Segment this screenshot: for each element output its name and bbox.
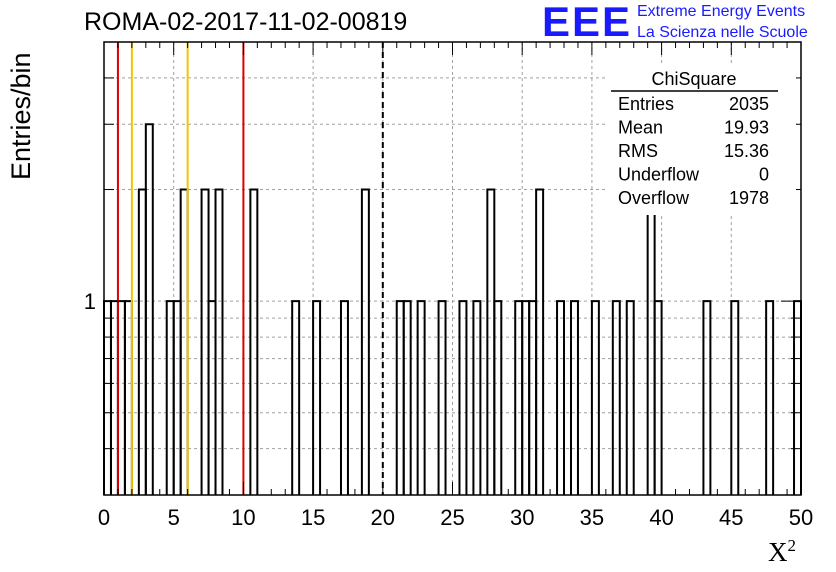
x-tick-label: 25 [440, 505, 464, 530]
histogram-bin [402, 300, 412, 495]
histogram-bin [702, 300, 712, 495]
stats-row-value: 1978 [729, 188, 769, 208]
grid-lines [104, 42, 801, 495]
logo-subtitle-line1: Extreme Energy Events [637, 3, 806, 20]
histogram-bars [103, 123, 802, 495]
histogram-bin [472, 300, 482, 495]
histogram-bin [514, 300, 524, 495]
stats-row-label: Entries [618, 94, 674, 114]
histogram-bin [437, 300, 447, 495]
x-tick-label: 30 [510, 505, 534, 530]
histogram-bin [165, 300, 175, 495]
histogram-bin [214, 188, 224, 495]
eee-logo: EEE [542, 0, 633, 45]
histogram-bin [207, 300, 217, 495]
stats-box-title: ChiSquare [651, 69, 736, 89]
histogram-bin [291, 300, 301, 495]
histogram-bin [109, 300, 119, 495]
stats-row-value: 15.36 [724, 141, 769, 161]
x-axis-label-superscript: 2 [787, 536, 797, 555]
x-tick-label: 20 [371, 505, 395, 530]
histogram-bin [625, 300, 635, 495]
logo-subtitle-line2: La Scienza nelle Scuole [637, 24, 808, 41]
stats-row-value: 19.93 [724, 118, 769, 138]
x-tick-label: 10 [231, 505, 255, 530]
stats-row-value: 0 [759, 165, 769, 185]
x-axis-label: X2 [768, 536, 796, 568]
histogram-bin [103, 300, 112, 495]
stats-row-value: 2035 [729, 94, 769, 114]
x-tick-label: 40 [649, 505, 673, 530]
x-tick-label: 0 [98, 505, 110, 530]
x-tick-label: 35 [580, 505, 604, 530]
y-axis-label: Entries/bin [6, 52, 36, 180]
histogram-bin [137, 188, 147, 495]
histogram-bin [521, 300, 531, 495]
y-tick-label: 1 [84, 289, 96, 314]
histogram-bin [144, 123, 154, 495]
x-tick-label: 50 [789, 505, 813, 530]
stats-row-label: RMS [618, 141, 658, 161]
histogram-bin [556, 300, 566, 495]
histogram-bin [569, 300, 579, 495]
histogram-bin [611, 300, 621, 495]
histogram-bin [653, 300, 663, 495]
stats-box-background [606, 63, 796, 215]
histogram-bin [730, 300, 740, 495]
histogram-bin [200, 188, 210, 495]
histogram-bin [249, 188, 259, 495]
histogram-bin [458, 300, 468, 495]
histogram-bin [360, 188, 370, 495]
histogram-bin [528, 300, 538, 495]
x-tick-label: 5 [168, 505, 180, 530]
stats-box: ChiSquare Entries 2035 Mean 19.93 RMS 15.36 Und… [606, 63, 796, 215]
histogram-bin [590, 300, 600, 495]
histogram-bin [793, 300, 802, 495]
axis-ticks [103, 42, 802, 495]
stats-row-label: Overflow [618, 188, 690, 208]
run-title: ROMA-02-2017-11-02-00819 [84, 8, 408, 36]
histogram-bin [339, 300, 349, 495]
histogram-bin [535, 188, 545, 495]
histogram-bin [123, 300, 133, 495]
histogram-bin [646, 188, 656, 495]
histogram-bin [493, 300, 503, 495]
stats-row-label: Underflow [618, 165, 700, 185]
histogram-bin [416, 300, 426, 495]
histogram-bin [395, 300, 405, 495]
x-tick-label: 45 [719, 505, 743, 530]
histogram-bin [765, 300, 775, 495]
histogram-bin [172, 300, 182, 495]
histogram-bin [486, 188, 496, 495]
histogram-bin [312, 300, 322, 495]
x-tick-label: 15 [301, 505, 325, 530]
stats-row-label: Mean [618, 118, 663, 138]
histogram-bin [179, 188, 189, 495]
histogram-bin [116, 300, 126, 495]
x-axis-label-symbol: X [768, 537, 788, 567]
